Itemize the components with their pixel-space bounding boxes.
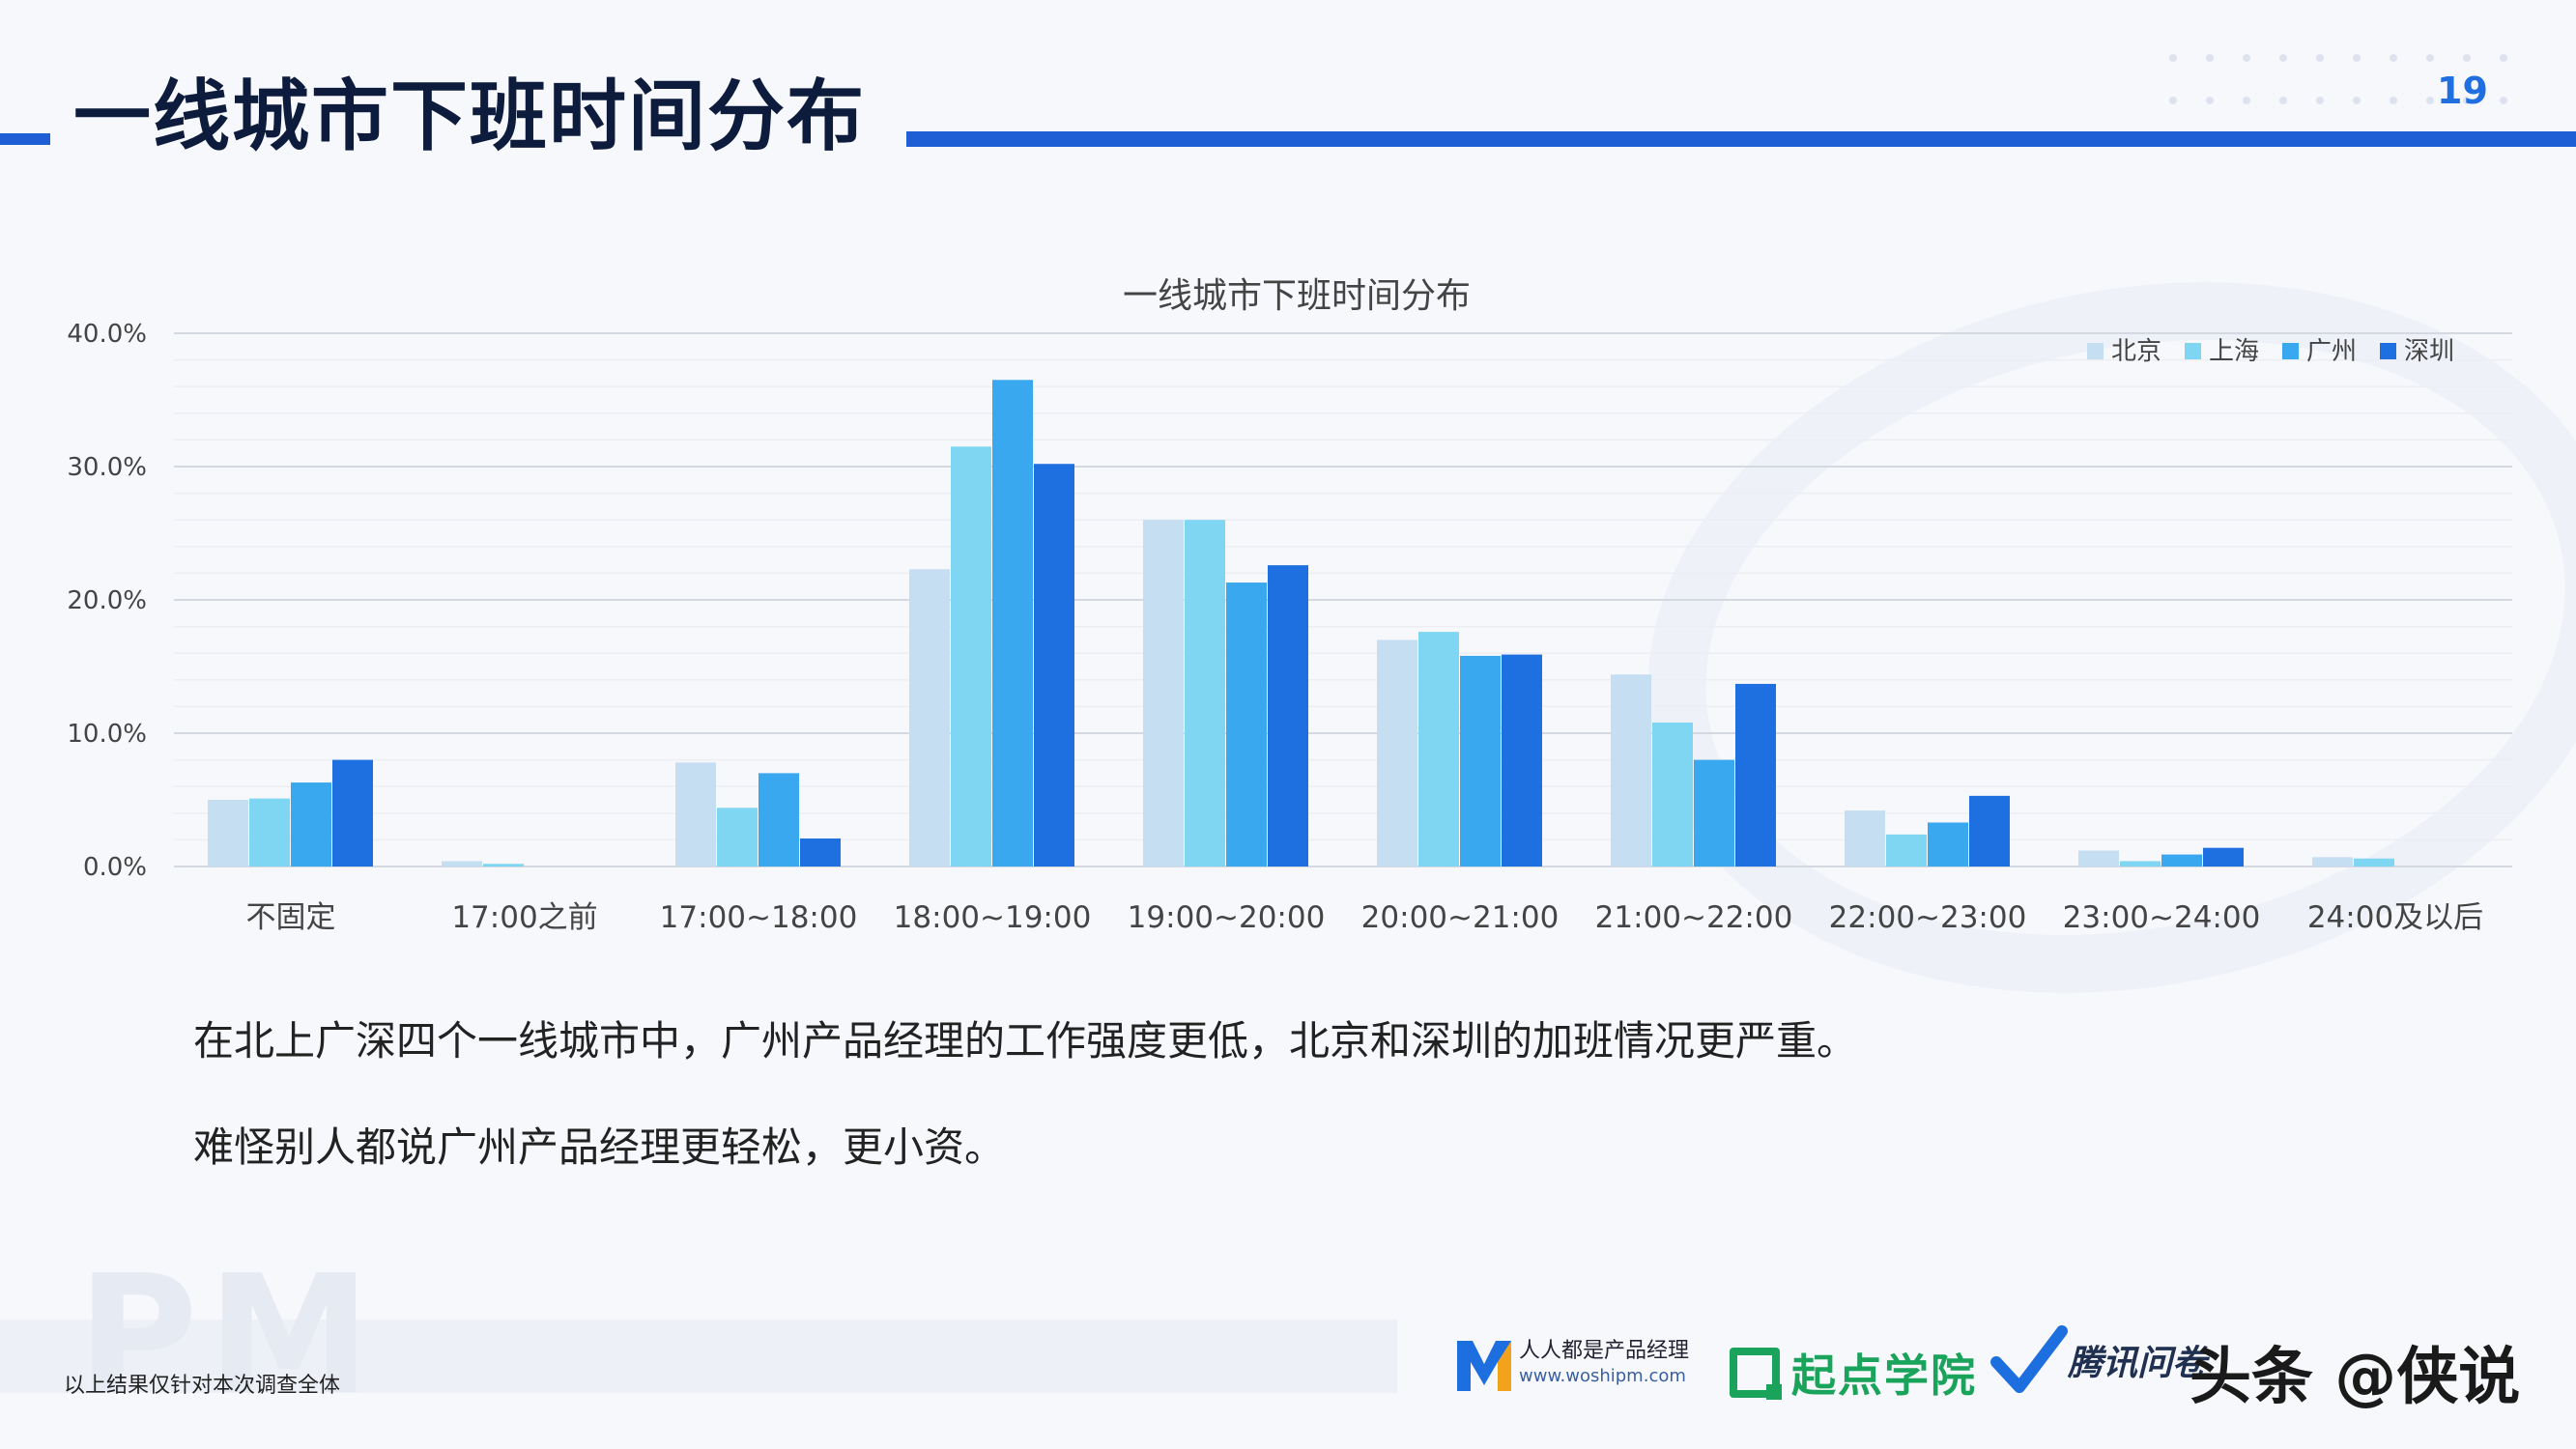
title-rule bbox=[906, 131, 2576, 147]
bar-北京-3 bbox=[909, 569, 950, 867]
bar-北京-9 bbox=[2312, 857, 2353, 867]
toutiao-text: 头条 @侠说 bbox=[2190, 1342, 2521, 1413]
page-number: 19 bbox=[2437, 70, 2488, 112]
bar-深圳-8 bbox=[2203, 847, 2244, 867]
bar-北京-1 bbox=[442, 861, 482, 867]
bar-广州-8 bbox=[2161, 854, 2202, 867]
x-tick-label: 不固定 bbox=[246, 900, 336, 935]
x-tick-label: 17:00之前 bbox=[451, 900, 597, 935]
y-tick-label: 40.0% bbox=[67, 320, 147, 349]
y-tick-label: 20.0% bbox=[67, 586, 147, 615]
x-tick-label: 19:00~20:00 bbox=[1128, 900, 1326, 935]
legend-swatch-北京 bbox=[2087, 343, 2104, 359]
x-tick-label: 20:00~21:00 bbox=[1361, 900, 1560, 935]
bar-北京-4 bbox=[1143, 520, 1184, 867]
bar-北京-8 bbox=[2078, 850, 2119, 867]
bar-北京-2 bbox=[675, 762, 716, 867]
checkmark-icon bbox=[1990, 1325, 2068, 1393]
note-line-1: 在北上广深四个一线城市中，广州产品经理的工作强度更低，北京和深圳的加班情况更严重… bbox=[193, 1017, 1858, 1065]
y-tick-label: 0.0% bbox=[83, 853, 147, 882]
legend-label-广州: 广州 bbox=[2306, 337, 2357, 366]
bar-广州-5 bbox=[1460, 655, 1501, 867]
x-tick-label: 22:00~23:00 bbox=[1829, 900, 2027, 935]
bar-chart: 0.0% 10.0% 20.0% 30.0% 40.0% 一线城市下班时间分布不固定 17:… bbox=[0, 261, 2576, 966]
bar-广州-0 bbox=[291, 782, 331, 867]
renren-m-icon bbox=[1457, 1341, 1511, 1391]
bar-广州-3 bbox=[992, 380, 1033, 867]
bar-上海-3 bbox=[951, 446, 991, 867]
bar-广州-7 bbox=[1928, 822, 1968, 867]
legend-swatch-上海 bbox=[2185, 343, 2201, 359]
legend-label-深圳: 深圳 bbox=[2404, 337, 2454, 366]
bar-深圳-7 bbox=[1969, 795, 2010, 867]
bar-上海-5 bbox=[1418, 632, 1459, 867]
footnote: 以上结果仅针对本次调查全体 bbox=[64, 1374, 341, 1398]
qidian-logo: 起点学院 bbox=[1730, 1341, 1977, 1405]
bar-广州-4 bbox=[1226, 582, 1267, 867]
chart-title: 一线城市下班时间分布 bbox=[1123, 276, 1471, 316]
bar-深圳-6 bbox=[1735, 683, 1776, 867]
bar-深圳-4 bbox=[1268, 565, 1308, 867]
footer-band bbox=[0, 1320, 1397, 1393]
bar-上海-0 bbox=[249, 798, 290, 867]
bar-上海-8 bbox=[2120, 861, 2161, 867]
bar-广州-6 bbox=[1694, 759, 1734, 867]
toutiao-watermark: 头条 @侠说 bbox=[2190, 1327, 2520, 1416]
bar-上海-4 bbox=[1185, 520, 1225, 867]
bar-深圳-5 bbox=[1502, 654, 1542, 867]
bar-上海-1 bbox=[483, 864, 524, 867]
renren-name: 人人都是产品经理 bbox=[1519, 1339, 1690, 1363]
note-line-2: 难怪别人都说广州产品经理更轻松，更小资。 bbox=[193, 1123, 1006, 1171]
legend-label-北京: 北京 bbox=[2111, 337, 2161, 366]
bar-北京-6 bbox=[1611, 674, 1651, 867]
bar-深圳-2 bbox=[800, 838, 841, 867]
title-accent-bar bbox=[0, 133, 50, 145]
bar-上海-9 bbox=[2354, 858, 2394, 867]
bar-北京-5 bbox=[1377, 639, 1417, 867]
bar-上海-2 bbox=[717, 808, 758, 867]
x-tick-label: 24:00及以后 bbox=[2307, 900, 2483, 935]
bar-深圳-0 bbox=[332, 759, 373, 867]
renren-logo: 人人都是产品经理 www.woshipm.com bbox=[1455, 1335, 1689, 1393]
bar-深圳-3 bbox=[1034, 464, 1074, 867]
bar-上海-7 bbox=[1886, 834, 1927, 867]
y-tick-label: 10.0% bbox=[67, 720, 147, 749]
x-tick-label: 18:00~19:00 bbox=[894, 900, 1092, 935]
renren-url: www.woshipm.com bbox=[1519, 1366, 1686, 1386]
bar-上海-6 bbox=[1652, 722, 1693, 867]
tencent-logo: 腾讯问卷 bbox=[1990, 1321, 2207, 1399]
legend-label-上海: 上海 bbox=[2209, 337, 2259, 366]
page-title: 一线城市下班时间分布 bbox=[73, 71, 866, 161]
bar-北京-0 bbox=[208, 800, 248, 867]
bar-广州-2 bbox=[758, 773, 799, 867]
tencent-name: 腾讯问卷 bbox=[2068, 1344, 2208, 1383]
decorative-dot-grid bbox=[2155, 37, 2522, 104]
x-tick-label: 21:00~22:00 bbox=[1595, 900, 1793, 935]
legend-swatch-深圳 bbox=[2380, 343, 2396, 359]
qidian-icon bbox=[1730, 1348, 1782, 1400]
legend-swatch-广州 bbox=[2282, 343, 2299, 359]
pm-watermark: PM bbox=[77, 1240, 381, 1432]
y-tick-label: 30.0% bbox=[67, 453, 147, 482]
footer-logos: 人人都是产品经理 www.woshipm.com 起点学院 腾讯问卷 头条 @侠… bbox=[1455, 1314, 2566, 1420]
x-tick-label: 23:00~24:00 bbox=[2063, 900, 2261, 935]
bar-北京-7 bbox=[1845, 810, 1885, 867]
x-tick-label: 17:00~18:00 bbox=[660, 900, 858, 935]
qidian-name: 起点学院 bbox=[1791, 1350, 1977, 1402]
